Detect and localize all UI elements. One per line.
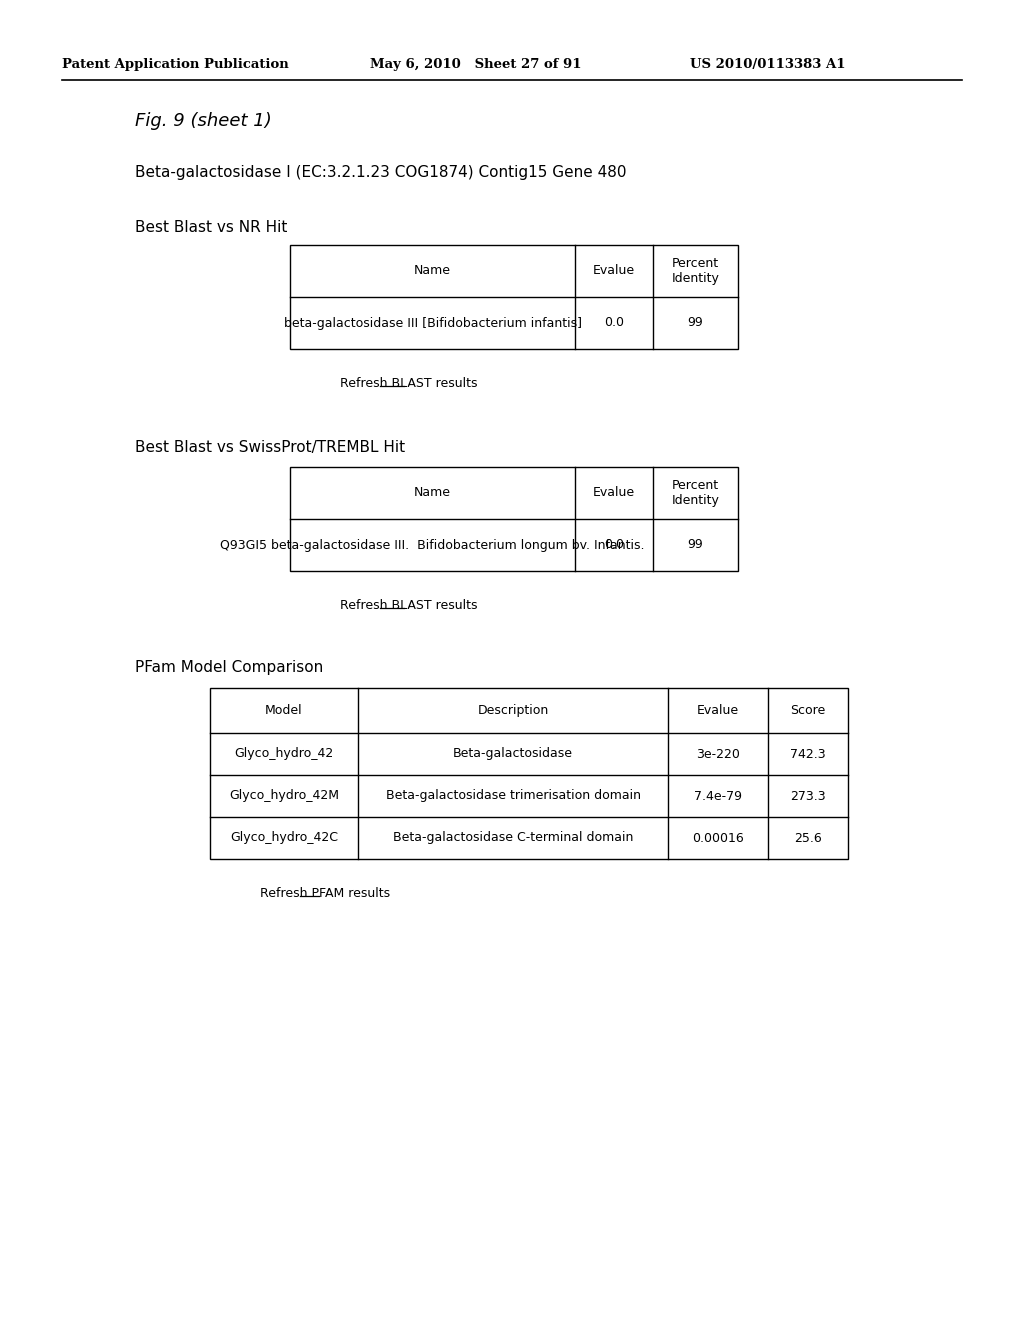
- Text: 742.3: 742.3: [791, 747, 825, 760]
- Text: Refresh BLAST results: Refresh BLAST results: [340, 378, 477, 389]
- Text: Name: Name: [414, 487, 451, 499]
- Text: 0.0: 0.0: [604, 539, 624, 552]
- Text: 99: 99: [688, 317, 703, 330]
- Text: Glyco_hydro_42M: Glyco_hydro_42M: [229, 789, 339, 803]
- Text: 99: 99: [688, 539, 703, 552]
- Text: Refresh PFAM results: Refresh PFAM results: [260, 887, 390, 900]
- Bar: [290, 467, 738, 572]
- Text: May 6, 2010   Sheet 27 of 91: May 6, 2010 Sheet 27 of 91: [370, 58, 582, 71]
- Text: Best Blast vs NR Hit: Best Blast vs NR Hit: [135, 220, 288, 235]
- Text: Model: Model: [265, 704, 303, 717]
- Text: Fig. 9 (sheet 1): Fig. 9 (sheet 1): [135, 112, 271, 129]
- Text: Evalue: Evalue: [593, 487, 635, 499]
- Text: 0.00016: 0.00016: [692, 832, 743, 845]
- Text: Beta-galactosidase: Beta-galactosidase: [453, 747, 573, 760]
- Text: Percent
Identity: Percent Identity: [672, 479, 720, 507]
- Text: 25.6: 25.6: [795, 832, 822, 845]
- Text: Name: Name: [414, 264, 451, 277]
- Text: Score: Score: [791, 704, 825, 717]
- Text: 0.0: 0.0: [604, 317, 624, 330]
- Text: Glyco_hydro_42: Glyco_hydro_42: [234, 747, 334, 760]
- Text: beta-galactosidase III [Bifidobacterium infantis]: beta-galactosidase III [Bifidobacterium …: [284, 317, 582, 330]
- Text: Evalue: Evalue: [697, 704, 739, 717]
- Text: 3e-220: 3e-220: [696, 747, 740, 760]
- Text: 7.4e-79: 7.4e-79: [694, 789, 742, 803]
- Text: Refresh BLAST results: Refresh BLAST results: [340, 599, 477, 612]
- Text: Q93GI5 beta-galactosidase III.  Bifidobacterium longum bv. Infantis.: Q93GI5 beta-galactosidase III. Bifidobac…: [220, 539, 645, 552]
- Text: Beta-galactosidase trimerisation domain: Beta-galactosidase trimerisation domain: [385, 789, 640, 803]
- Text: Best Blast vs SwissProt/TREMBL Hit: Best Blast vs SwissProt/TREMBL Hit: [135, 440, 406, 455]
- Text: US 2010/0113383 A1: US 2010/0113383 A1: [690, 58, 846, 71]
- Text: 273.3: 273.3: [791, 789, 825, 803]
- Text: Description: Description: [477, 704, 549, 717]
- Bar: [210, 688, 848, 859]
- Bar: [290, 246, 738, 348]
- Text: Patent Application Publication: Patent Application Publication: [62, 58, 289, 71]
- Text: Beta-galactosidase C-terminal domain: Beta-galactosidase C-terminal domain: [393, 832, 633, 845]
- Text: Glyco_hydro_42C: Glyco_hydro_42C: [230, 832, 338, 845]
- Text: Percent
Identity: Percent Identity: [672, 257, 720, 285]
- Text: PFam Model Comparison: PFam Model Comparison: [135, 660, 324, 675]
- Text: Evalue: Evalue: [593, 264, 635, 277]
- Text: Beta-galactosidase I (EC:3.2.1.23 COG1874) Contig15 Gene 480: Beta-galactosidase I (EC:3.2.1.23 COG187…: [135, 165, 627, 180]
